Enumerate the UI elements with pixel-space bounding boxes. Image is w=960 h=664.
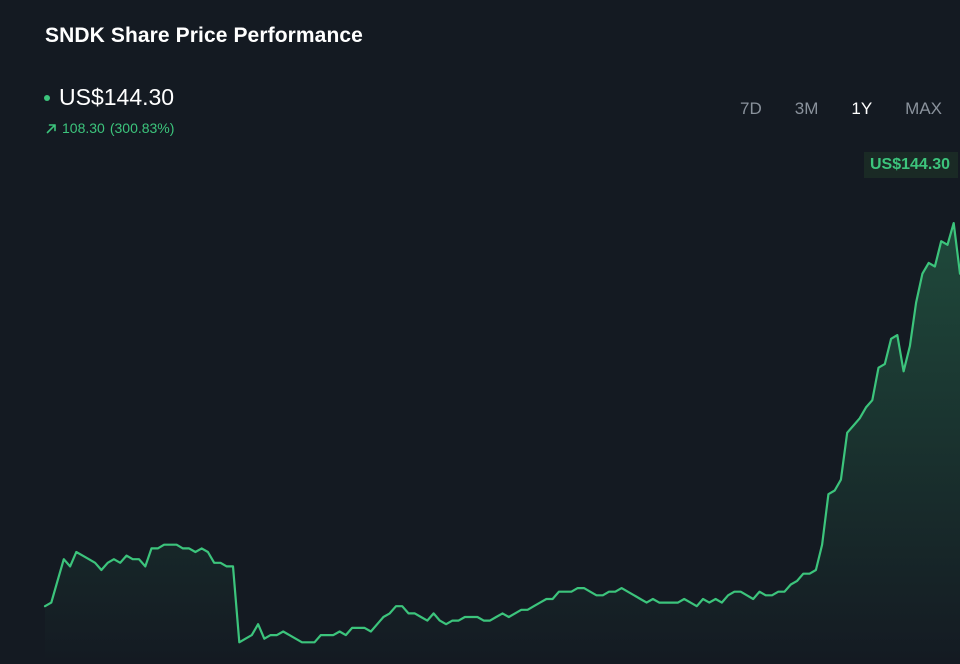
price-indicator-dot <box>44 94 50 101</box>
current-price: US$144.30 <box>59 84 175 110</box>
price-change: 108.30 (300.83%) <box>46 120 174 136</box>
tab-3m[interactable]: 3M <box>794 99 819 118</box>
price-row: US$144.30 <box>44 84 174 111</box>
tab-max[interactable]: MAX <box>905 99 942 118</box>
tab-7d[interactable]: 7D <box>740 99 762 118</box>
last-price-tag: US$144.30 <box>864 152 959 178</box>
timeframe-tabs: 7D 3M 1Y MAX <box>707 98 942 120</box>
price-line <box>43 222 960 644</box>
price-area-fill <box>45 223 960 664</box>
change-value: 108.30 <box>62 120 105 136</box>
change-percent: (300.83%) <box>109 120 175 136</box>
arrow-up-right-icon <box>46 123 57 134</box>
page-title: SNDK Share Price Performance <box>45 24 363 47</box>
tab-1y[interactable]: 1Y <box>851 99 873 118</box>
